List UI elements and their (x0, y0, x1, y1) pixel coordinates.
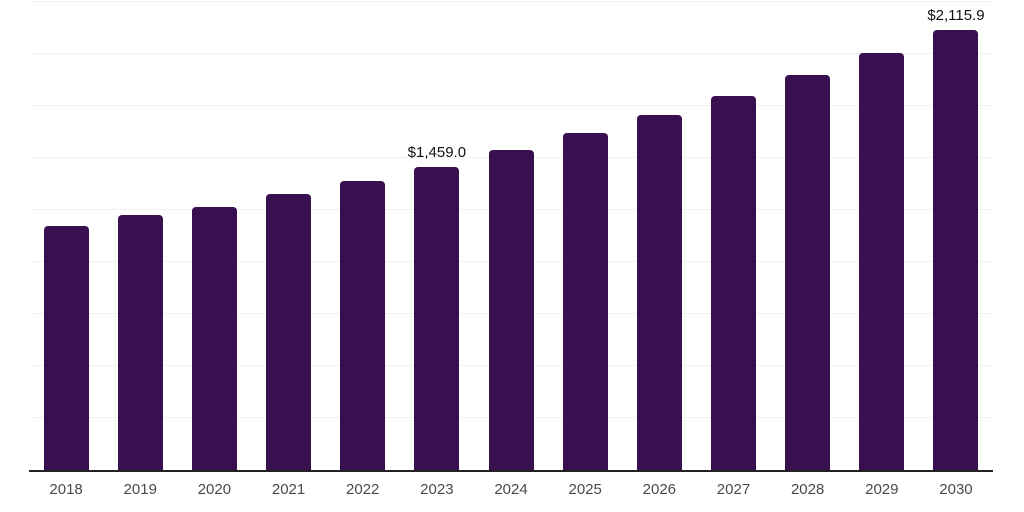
bars: $1,459.0 $2,115.9 (29, 2, 993, 470)
x-tick-2021: 2021 (271, 481, 306, 498)
x-axis-labels: 2018 2019 2020 2021 2022 2023 2024 2025 2026 2027… (29, 480, 993, 500)
bar-2020 (191, 206, 237, 470)
bar-2030 (933, 29, 979, 470)
bar-slot-2027 (696, 2, 770, 470)
bar-slot-2030: $2,115.9 (919, 2, 993, 470)
bar-slot-2022 (326, 2, 400, 470)
x-tick-2018: 2018 (49, 481, 83, 498)
bar-2025 (562, 133, 608, 470)
bar-slot-2025 (548, 2, 622, 470)
bar-2022 (340, 181, 386, 470)
x-tick-2019: 2019 (123, 481, 157, 498)
bar-slot-2028 (771, 2, 845, 470)
gridline-2250 (29, 1, 993, 2)
gridline-1750 (29, 105, 993, 106)
x-tick-2025: 2025 (568, 481, 602, 498)
x-tick-2022: 2022 (346, 481, 380, 498)
bar-slot-2018 (29, 2, 103, 470)
x-tick-2024: 2024 (494, 481, 528, 498)
x-tick-2026: 2026 (642, 481, 677, 498)
x-tick-2028: 2028 (790, 481, 825, 498)
x-tick-2027: 2027 (716, 481, 751, 498)
bar-2026 (636, 115, 682, 470)
bar-2021 (266, 193, 312, 470)
bar-2024 (488, 150, 534, 470)
x-tick-2030: 2030 (939, 481, 973, 498)
x-tick-2029: 2029 (865, 481, 899, 498)
bar-2028 (785, 75, 831, 470)
bar-2027 (710, 96, 756, 470)
x-tick-2020: 2020 (197, 481, 232, 498)
bar-slot-2019 (103, 2, 177, 470)
bar-slot-2021 (251, 2, 325, 470)
bar-slot-2029 (845, 2, 919, 470)
bar-2018 (43, 226, 89, 470)
bar-slot-2026 (622, 2, 696, 470)
gridline-2000 (29, 53, 993, 54)
bar-slot-2024 (474, 2, 548, 470)
plot-area: $1,459.0 $2,115.9 (29, 1, 993, 472)
bar-slot-2020 (177, 2, 251, 470)
x-tick-2023: 2023 (420, 481, 454, 498)
bar-2019 (117, 215, 163, 470)
bar-2029 (859, 53, 905, 470)
bar-2023 (414, 166, 460, 470)
bar-value-label-2023: $1,459.0 (407, 143, 467, 161)
bar-slot-2023: $1,459.0 (400, 2, 474, 470)
bar-value-label-2030: $2,115.9 (927, 6, 985, 24)
